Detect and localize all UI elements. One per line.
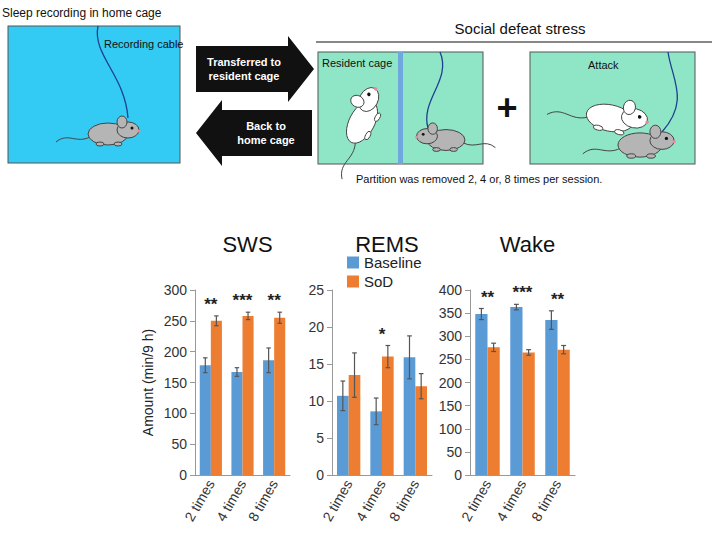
svg-text:**: ** (481, 288, 495, 307)
svg-text:250: 250 (439, 351, 463, 367)
svg-text:REMS: REMS (355, 232, 419, 257)
svg-text:5: 5 (316, 430, 324, 446)
svg-text:home cage: home cage (237, 134, 294, 146)
svg-text:+: + (496, 87, 517, 128)
svg-text:8 times: 8 times (528, 477, 564, 524)
svg-text:**: ** (551, 290, 565, 309)
svg-text:100: 100 (439, 421, 463, 437)
svg-text:25: 25 (308, 282, 324, 298)
svg-text:**: ** (204, 295, 218, 314)
svg-text:8 times: 8 times (245, 477, 281, 524)
svg-text:0: 0 (316, 467, 324, 483)
svg-text:Back to: Back to (246, 120, 286, 132)
svg-text:Sleep recording in home cage: Sleep recording in home cage (2, 6, 162, 20)
svg-text:350: 350 (439, 305, 463, 321)
svg-text:10: 10 (308, 393, 324, 409)
svg-text:4 times: 4 times (493, 477, 529, 524)
svg-text:***: *** (233, 291, 253, 310)
svg-text:Social defeat stress: Social defeat stress (455, 20, 586, 37)
svg-text:50: 50 (171, 436, 187, 452)
svg-text:Partition was removed 2, 4 or,: Partition was removed 2, 4 or, 8 times p… (356, 173, 602, 185)
svg-text:100: 100 (164, 405, 188, 421)
svg-text:300: 300 (439, 328, 463, 344)
svg-text:400: 400 (439, 282, 463, 298)
svg-text:SoD: SoD (364, 273, 393, 290)
svg-text:150: 150 (439, 398, 463, 414)
svg-text:0: 0 (454, 467, 462, 483)
svg-text:250: 250 (164, 313, 188, 329)
svg-text:*: * (379, 325, 386, 344)
svg-text:50: 50 (446, 444, 462, 460)
svg-text:Baseline: Baseline (364, 254, 422, 271)
svg-text:Wake: Wake (500, 232, 555, 257)
svg-text:Recording cable: Recording cable (104, 38, 184, 50)
svg-text:***: *** (513, 283, 533, 302)
svg-text:Transferred to: Transferred to (207, 56, 281, 68)
svg-text:resident cage: resident cage (209, 70, 280, 82)
svg-text:4 times: 4 times (213, 477, 249, 524)
svg-text:2 times: 2 times (319, 477, 355, 524)
svg-text:15: 15 (308, 356, 324, 372)
svg-text:200: 200 (439, 375, 463, 391)
svg-text:150: 150 (164, 375, 188, 391)
svg-text:4 times: 4 times (353, 477, 389, 524)
svg-text:300: 300 (164, 282, 188, 298)
svg-text:2 times: 2 times (458, 477, 494, 524)
svg-text:Amount (min/9 h): Amount (min/9 h) (140, 329, 156, 436)
svg-text:8 times: 8 times (386, 477, 422, 524)
svg-text:**: ** (268, 291, 282, 310)
svg-text:20: 20 (308, 319, 324, 335)
svg-text:2 times: 2 times (181, 477, 217, 524)
svg-text:200: 200 (164, 344, 188, 360)
svg-text:Resident cage: Resident cage (322, 57, 392, 69)
svg-text:0: 0 (179, 467, 187, 483)
svg-text:SWS: SWS (222, 232, 272, 257)
svg-text:Attack: Attack (588, 59, 619, 71)
